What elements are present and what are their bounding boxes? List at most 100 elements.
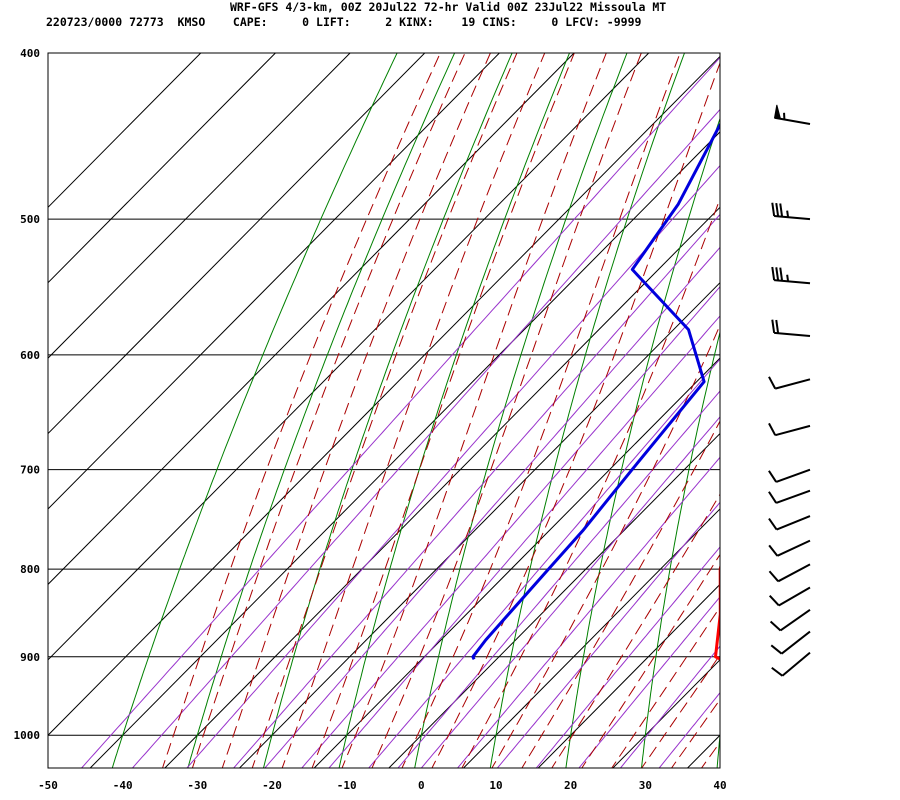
mixing-ratio-line xyxy=(368,358,720,768)
isotherm-line xyxy=(48,53,426,435)
plot-frame xyxy=(47,52,721,769)
isotherm-line xyxy=(48,53,202,208)
isotherm-line xyxy=(388,432,720,768)
moist-adiabat-line xyxy=(311,53,575,768)
mixing-ratio-line xyxy=(578,596,720,768)
isotherm-grid xyxy=(48,53,720,768)
mixing-ratio-line xyxy=(233,213,720,768)
isotherm-line xyxy=(48,53,650,661)
moist-adiabat-line xyxy=(641,654,720,768)
moist-adiabat-line xyxy=(251,53,518,768)
y-tick-label: 400 xyxy=(20,47,40,60)
moist-adiabat-line xyxy=(551,493,720,768)
dry-adiabat-line xyxy=(414,53,628,768)
dry-adiabat-line xyxy=(111,53,398,768)
isotherm-line xyxy=(48,53,276,284)
wind-barb xyxy=(771,202,811,221)
moist-adiabat-line xyxy=(162,53,441,768)
wind-barb xyxy=(768,376,811,390)
wind-barb xyxy=(768,586,811,607)
wind-barb xyxy=(768,422,811,437)
wind-barb xyxy=(768,489,811,504)
dry-adiabat-line xyxy=(263,53,513,768)
x-tick-label: -40 xyxy=(113,779,133,792)
isotherm-line xyxy=(164,206,720,768)
mixing-ratio-line xyxy=(497,501,720,768)
dry-adiabat-line xyxy=(187,53,456,768)
x-axis-ticks: -50 -40 -30 -20 -10 0 10 20 30 40 xyxy=(38,779,727,792)
mixing-ratio-lines xyxy=(81,56,720,768)
mixing-ratio-line xyxy=(328,315,720,768)
dry-adiabat-line xyxy=(338,53,571,768)
moist-adiabat-line xyxy=(461,197,720,768)
wind-barb xyxy=(769,609,811,632)
mixing-ratio-line xyxy=(301,285,720,768)
isotherm-line xyxy=(48,55,720,736)
wind-barb xyxy=(773,104,811,125)
wind-barb xyxy=(768,515,811,531)
wind-barb xyxy=(768,539,811,557)
x-tick-label: -50 xyxy=(38,779,58,792)
mixing-ratio-line xyxy=(264,246,720,768)
mixing-ratio-line xyxy=(457,456,720,768)
dry-adiabat-line xyxy=(716,729,720,768)
y-tick-label: 500 xyxy=(20,213,40,226)
mixing-ratio-line xyxy=(620,645,720,768)
moist-adiabat-line xyxy=(611,606,720,768)
moist-adiabat-line xyxy=(521,420,720,768)
moist-adiabat-line xyxy=(281,53,546,768)
x-tick-label: 0 xyxy=(418,779,425,792)
plot-area xyxy=(48,44,900,768)
isotherm-line xyxy=(612,659,720,768)
moist-adiabat-line xyxy=(581,553,720,768)
isotherm-line xyxy=(48,53,351,359)
wind-barb xyxy=(768,468,811,483)
x-tick-label: -20 xyxy=(262,779,282,792)
x-tick-label: 40 xyxy=(713,779,726,792)
wind-barb xyxy=(771,319,811,338)
dewpoint-profile xyxy=(471,123,720,660)
wind-barb xyxy=(771,266,811,285)
isotherm-line xyxy=(537,583,720,768)
isotherm-line xyxy=(48,53,500,510)
mixing-ratio-line xyxy=(81,56,720,768)
dry-adiabats xyxy=(111,44,900,768)
moist-adiabats xyxy=(162,53,720,768)
moist-adiabat-line xyxy=(191,53,466,768)
wind-barb xyxy=(768,563,811,583)
moist-adiabat-line xyxy=(431,61,720,768)
isotherm-line xyxy=(463,508,720,768)
chart-title: WRF-GFS 4/3-km, 00Z 20Jul22 72-hr Valid … xyxy=(230,0,667,14)
dry-adiabat-line xyxy=(641,329,720,768)
x-tick-label: 30 xyxy=(639,779,652,792)
isotherm-line xyxy=(89,131,720,768)
dry-adiabat-line xyxy=(868,44,900,768)
temperature-profile xyxy=(714,563,720,661)
y-axis-ticks: 400 500 600 700 800 900 1000 xyxy=(14,47,41,742)
mixing-ratio-line xyxy=(397,390,720,768)
wind-barb xyxy=(771,651,811,677)
moist-adiabat-line xyxy=(491,324,720,768)
mixing-ratio-line xyxy=(421,416,720,768)
y-tick-label: 900 xyxy=(20,651,40,664)
mixing-ratio-line xyxy=(132,108,720,768)
y-tick-label: 600 xyxy=(20,349,40,362)
moist-adiabat-line xyxy=(341,53,607,768)
x-tick-label: -30 xyxy=(187,779,207,792)
y-tick-label: 1000 xyxy=(14,729,41,742)
dry-adiabat-line xyxy=(793,44,900,768)
mixing-ratio-line xyxy=(186,164,720,768)
y-tick-label: 700 xyxy=(20,464,40,477)
y-tick-label: 800 xyxy=(20,563,40,576)
sounding-stats-line: 220723/0000 72773 KMSO CAPE: 0 LIFT: 2 K… xyxy=(46,15,642,29)
x-tick-label: -10 xyxy=(337,779,357,792)
isotherm-line xyxy=(48,53,575,586)
x-tick-label: 10 xyxy=(489,779,502,792)
mixing-ratio-line xyxy=(658,691,720,768)
wind-barbs xyxy=(768,104,811,677)
isobar-grid xyxy=(48,53,720,736)
moist-adiabat-line xyxy=(221,53,491,768)
moist-adiabat-line xyxy=(401,53,681,768)
mixing-ratio-line xyxy=(535,546,720,768)
